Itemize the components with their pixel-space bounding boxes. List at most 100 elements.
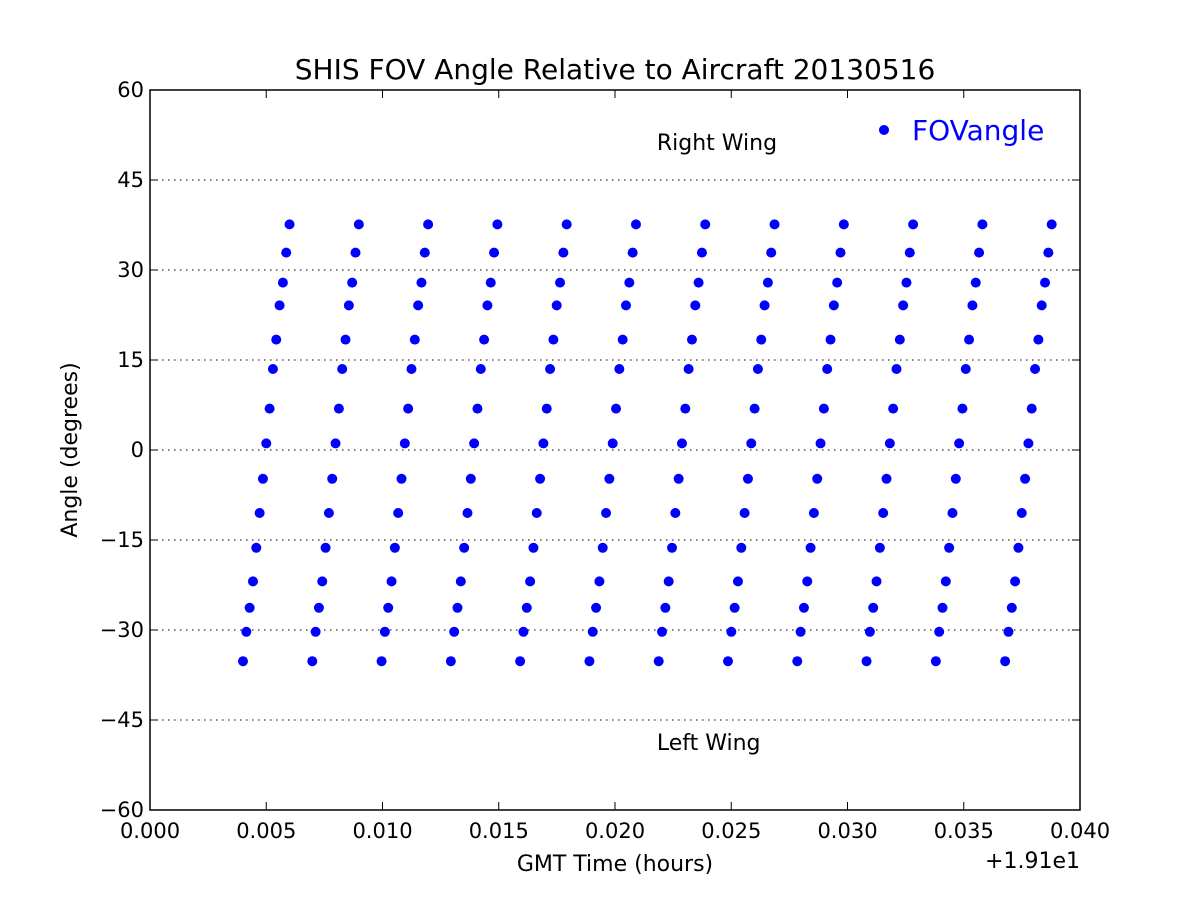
data-point bbox=[317, 576, 328, 587]
data-point bbox=[419, 247, 430, 258]
data-point bbox=[766, 247, 777, 258]
y-tick-label: −15 bbox=[100, 528, 144, 552]
data-point bbox=[465, 473, 476, 484]
data-point bbox=[274, 300, 285, 311]
data-point bbox=[957, 403, 968, 414]
y-tick-label: −30 bbox=[100, 618, 144, 642]
data-point bbox=[337, 364, 348, 374]
data-point bbox=[614, 364, 625, 374]
data-point bbox=[271, 334, 282, 345]
data-point bbox=[307, 656, 318, 667]
data-point bbox=[389, 542, 400, 553]
data-point bbox=[974, 247, 985, 258]
data-point bbox=[838, 219, 849, 230]
data-point bbox=[940, 576, 951, 587]
data-point bbox=[452, 602, 463, 613]
data-point bbox=[379, 626, 390, 637]
data-point bbox=[808, 508, 819, 518]
y-tick-label: 0 bbox=[131, 438, 144, 462]
data-point bbox=[947, 508, 958, 518]
data-point bbox=[798, 602, 809, 613]
data-point bbox=[683, 364, 694, 374]
data-point bbox=[521, 602, 532, 613]
data-point bbox=[960, 364, 971, 374]
data-point bbox=[630, 219, 641, 230]
data-point bbox=[413, 300, 424, 311]
data-point bbox=[482, 300, 493, 311]
data-point bbox=[313, 602, 324, 613]
data-point bbox=[660, 602, 671, 613]
data-point bbox=[1023, 438, 1034, 449]
y-tick-label: −60 bbox=[100, 798, 144, 822]
data-point bbox=[459, 542, 470, 553]
data-point bbox=[545, 364, 556, 374]
data-point bbox=[1003, 626, 1014, 637]
x-offset-label: +1.91e1 bbox=[985, 849, 1080, 874]
data-point bbox=[686, 334, 697, 345]
data-point bbox=[937, 602, 948, 613]
data-point bbox=[386, 576, 397, 587]
data-point bbox=[327, 473, 338, 484]
data-point bbox=[680, 403, 691, 414]
data-point bbox=[611, 403, 622, 414]
data-point bbox=[555, 277, 566, 288]
x-tick-label: 0.040 bbox=[1050, 819, 1110, 843]
data-point bbox=[489, 247, 500, 258]
data-point bbox=[871, 576, 882, 587]
data-point bbox=[254, 508, 265, 518]
y-tick-label: 60 bbox=[117, 78, 144, 102]
data-point bbox=[657, 626, 668, 637]
data-point bbox=[627, 247, 638, 258]
data-point bbox=[729, 602, 740, 613]
data-point bbox=[908, 219, 919, 230]
data-point bbox=[700, 219, 711, 230]
x-tick-label: 0.010 bbox=[352, 819, 412, 843]
y-tick-label: 15 bbox=[117, 348, 144, 372]
annotation-left-wing: Left Wing bbox=[657, 731, 761, 756]
data-point bbox=[888, 403, 899, 414]
data-point bbox=[492, 219, 503, 230]
data-point bbox=[323, 508, 334, 518]
data-point bbox=[607, 438, 618, 449]
data-point bbox=[1026, 403, 1037, 414]
data-point bbox=[759, 300, 770, 311]
data-point bbox=[393, 508, 404, 518]
data-points bbox=[238, 219, 1057, 667]
data-point bbox=[881, 473, 892, 484]
axis-ticks bbox=[149, 89, 1081, 811]
data-point bbox=[277, 277, 288, 288]
data-point bbox=[752, 364, 763, 374]
data-point bbox=[1020, 473, 1031, 484]
data-point bbox=[1016, 508, 1027, 518]
data-point bbox=[832, 277, 843, 288]
data-point bbox=[423, 219, 434, 230]
data-point bbox=[818, 403, 829, 414]
data-point bbox=[403, 403, 414, 414]
data-point bbox=[594, 576, 605, 587]
data-point bbox=[310, 626, 321, 637]
data-point bbox=[1010, 576, 1021, 587]
x-tick-label: 0.000 bbox=[120, 819, 180, 843]
data-point bbox=[696, 247, 707, 258]
data-point bbox=[343, 300, 354, 311]
x-tick-label: 0.015 bbox=[469, 819, 529, 843]
chart-title: SHIS FOV Angle Relative to Aircraft 2013… bbox=[295, 53, 936, 86]
y-tick-label: −45 bbox=[100, 708, 144, 732]
data-point bbox=[1046, 219, 1057, 230]
data-point bbox=[475, 364, 486, 374]
data-point bbox=[726, 626, 737, 637]
data-point bbox=[1013, 542, 1024, 553]
data-point bbox=[663, 576, 674, 587]
data-point bbox=[898, 300, 909, 311]
data-point bbox=[762, 277, 773, 288]
data-point bbox=[950, 473, 961, 484]
data-point bbox=[535, 473, 546, 484]
data-point bbox=[264, 403, 275, 414]
data-point bbox=[320, 542, 331, 553]
data-point bbox=[792, 656, 803, 667]
data-point bbox=[261, 438, 272, 449]
data-point bbox=[538, 438, 549, 449]
data-point bbox=[247, 576, 258, 587]
data-point bbox=[541, 403, 552, 414]
